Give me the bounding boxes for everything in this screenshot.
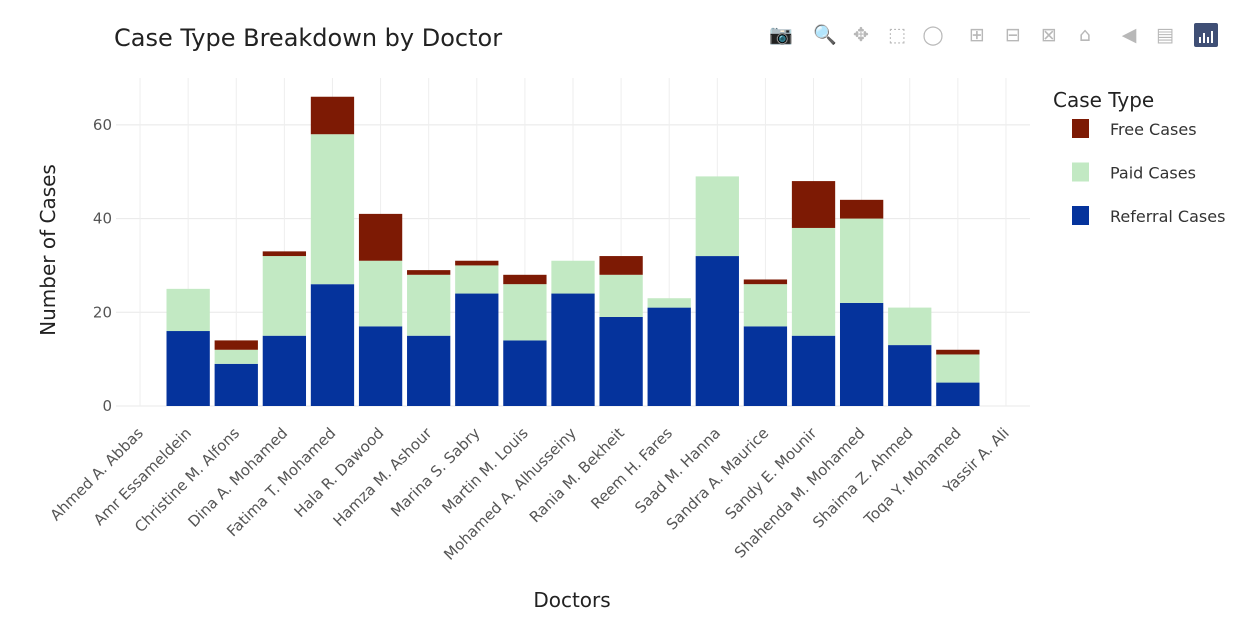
bar-free-cases-8[interactable]: [503, 274, 547, 285]
legend-title: Case Type: [1053, 88, 1154, 112]
bar-free-cases-13[interactable]: [743, 279, 788, 285]
bar-paid-cases-13[interactable]: [743, 284, 788, 327]
reset-axes-icon[interactable]: ⌂: [1078, 23, 1092, 46]
plotly-logo-icon[interactable]: [1194, 23, 1218, 47]
bar-paid-cases-12[interactable]: [695, 176, 739, 257]
bar-paid-cases-6[interactable]: [407, 274, 451, 336]
x-axis-label: Doctors: [533, 588, 610, 612]
bar-free-cases-10[interactable]: [599, 256, 643, 275]
bar-referral-cases-12[interactable]: [695, 256, 739, 406]
y-tick-labels: 0 20 40 60: [93, 116, 112, 415]
legend-swatch-1[interactable]: [1072, 162, 1089, 182]
bar-referral-cases-17[interactable]: [936, 382, 980, 406]
bar-free-cases-2[interactable]: [214, 340, 258, 350]
bar-referral-cases-14[interactable]: [791, 335, 836, 406]
bar-referral-cases-5[interactable]: [358, 326, 403, 406]
bar-referral-cases-2[interactable]: [214, 363, 258, 406]
bar-referral-cases-10[interactable]: [599, 316, 643, 406]
bar-paid-cases-5[interactable]: [358, 260, 403, 327]
legend-label-1[interactable]: Paid Cases: [1110, 164, 1196, 183]
bar-referral-cases-16[interactable]: [888, 345, 932, 406]
x-tick-label-7: Marina S. Sabry: [387, 424, 483, 520]
legend: Case Type Free Cases Paid Cases Referral C…: [1053, 88, 1225, 226]
zoom-icon[interactable]: 🔍: [813, 23, 837, 46]
chart-title: Case Type Breakdown by Doctor: [114, 24, 502, 52]
bar-referral-cases-7[interactable]: [455, 293, 499, 406]
bar-paid-cases-3[interactable]: [262, 256, 307, 336]
camera-icon[interactable]: 📷: [769, 23, 793, 46]
bar-paid-cases-11[interactable]: [647, 298, 691, 308]
legend-swatch-2[interactable]: [1072, 206, 1089, 225]
pan-icon[interactable]: ✥: [853, 23, 869, 46]
bar-free-cases-17[interactable]: [936, 349, 980, 355]
zoom-in-icon[interactable]: ⊞: [969, 23, 985, 46]
bar-paid-cases-1[interactable]: [166, 288, 210, 332]
bar-free-cases-15[interactable]: [839, 199, 884, 219]
bar-paid-cases-15[interactable]: [839, 218, 884, 303]
x-tick-label-8: Martin M. Louis: [438, 424, 531, 517]
bar-referral-cases-11[interactable]: [647, 307, 691, 406]
bar-free-cases-3[interactable]: [262, 251, 307, 257]
autoscale-icon[interactable]: ⊠: [1041, 23, 1057, 46]
bar-referral-cases-6[interactable]: [407, 335, 451, 406]
hover-closest-icon[interactable]: ◀: [1121, 23, 1137, 46]
x-tick-label-5: Hala R. Dawood: [291, 424, 388, 521]
legend-label-0[interactable]: Free Cases: [1110, 120, 1197, 139]
bar-paid-cases-10[interactable]: [599, 274, 643, 317]
bar-paid-cases-7[interactable]: [455, 265, 499, 294]
y-tick-label-3: 60: [93, 116, 112, 134]
bar-referral-cases-8[interactable]: [503, 340, 547, 406]
y-tick-label-1: 20: [93, 303, 112, 321]
bar-paid-cases-16[interactable]: [888, 307, 932, 346]
bar-referral-cases-4[interactable]: [310, 284, 355, 406]
bar-free-cases-6[interactable]: [407, 270, 451, 275]
lasso-icon[interactable]: ◯: [922, 23, 944, 46]
legend-swatch-0[interactable]: [1072, 119, 1089, 138]
bars-group: [166, 96, 980, 406]
legend-label-2[interactable]: Referral Cases: [1110, 207, 1225, 226]
bar-free-cases-5[interactable]: [358, 213, 403, 261]
bar-free-cases-4[interactable]: [310, 96, 355, 135]
x-tick-label-12: Saad M. Hanna: [631, 424, 724, 517]
bar-paid-cases-14[interactable]: [791, 227, 836, 336]
bar-referral-cases-1[interactable]: [166, 331, 210, 406]
bar-referral-cases-15[interactable]: [839, 302, 884, 406]
y-tick-label-2: 40: [93, 210, 112, 228]
bar-paid-cases-17[interactable]: [936, 354, 980, 383]
zoom-out-icon[interactable]: ⊟: [1005, 23, 1021, 46]
bar-referral-cases-13[interactable]: [743, 326, 788, 406]
y-axis-label: Number of Cases: [36, 164, 60, 336]
modebar: 📷 🔍 ✥ ⬚ ◯ ⊞ ⊟ ⊠ ⌂ ◀ ▤: [768, 22, 1218, 48]
bar-paid-cases-9[interactable]: [551, 260, 595, 294]
y-tick-label-0: 0: [102, 397, 112, 415]
hover-compare-icon[interactable]: ▤: [1156, 23, 1174, 46]
bar-free-cases-7[interactable]: [455, 260, 499, 266]
box-select-icon[interactable]: ⬚: [888, 23, 906, 46]
bar-referral-cases-3[interactable]: [262, 335, 307, 406]
bar-paid-cases-4[interactable]: [310, 134, 355, 285]
bar-free-cases-14[interactable]: [791, 181, 836, 228]
bar-paid-cases-8[interactable]: [503, 284, 547, 341]
bar-referral-cases-9[interactable]: [551, 293, 595, 406]
bar-paid-cases-2[interactable]: [214, 349, 258, 364]
